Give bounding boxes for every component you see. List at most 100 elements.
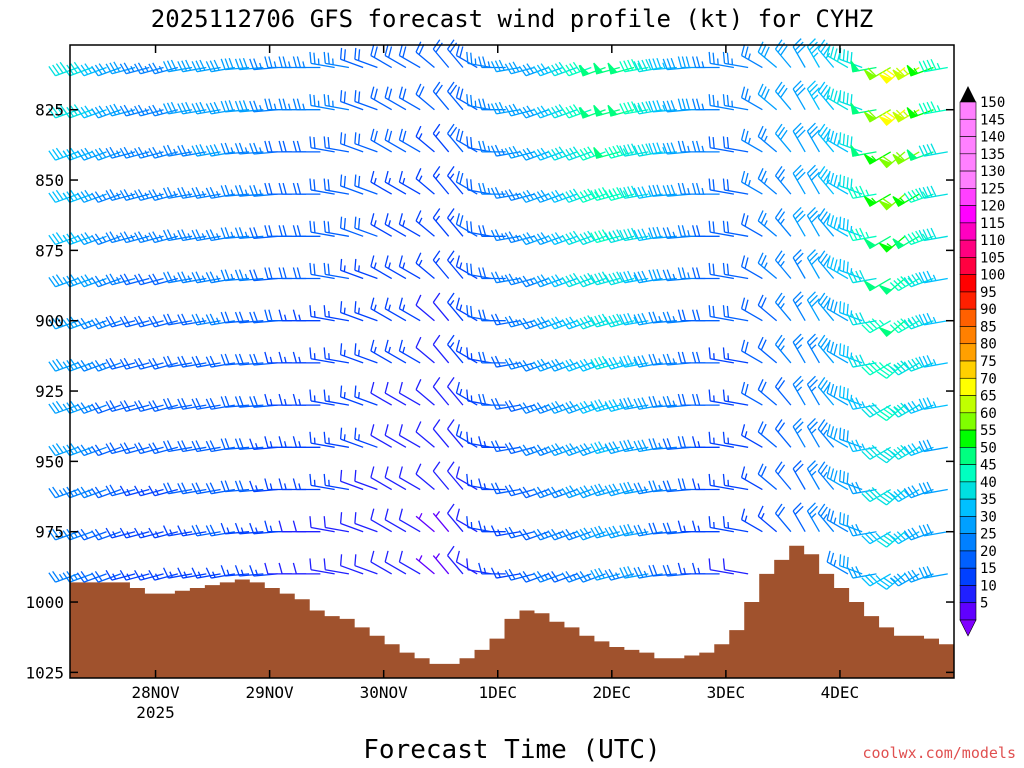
colorbar-swatch (959, 188, 977, 206)
wind-barb (323, 305, 350, 322)
wind-barb (205, 397, 235, 410)
colorbar-label: 10 (980, 578, 997, 594)
colorbar-swatch (959, 360, 977, 379)
wind-barb (648, 184, 677, 197)
wind-barb (903, 230, 934, 246)
wind-barb (134, 357, 164, 370)
wind-barb (292, 309, 321, 322)
wind-barb (134, 569, 164, 581)
wind-barb (292, 182, 321, 195)
wind-barb (191, 144, 221, 157)
wind-barb (309, 516, 335, 533)
wind-barb (309, 431, 335, 448)
wind-barb (249, 58, 278, 71)
wind-barb (677, 140, 706, 153)
wind-barb (708, 51, 734, 69)
wind-barb (354, 258, 378, 280)
wind-barb (292, 351, 321, 364)
wind-barb (191, 482, 221, 495)
wind-barb (354, 469, 378, 491)
wind-barb (604, 441, 635, 455)
wind-barb (148, 569, 178, 581)
wind-barb (466, 94, 492, 111)
wind-barb (774, 376, 792, 406)
colorbar-label: 120 (980, 199, 1005, 215)
wind-barb (105, 231, 136, 244)
wind-barb (757, 463, 778, 491)
wind-barb (162, 101, 193, 115)
wind-barb (339, 47, 364, 69)
x-tick-sublabel: 2025 (136, 703, 175, 722)
wind-barb (398, 44, 421, 69)
colorbar-label: 50 (980, 440, 997, 456)
wind-barb (323, 558, 350, 575)
wind-barb (91, 402, 121, 414)
wind-barb (633, 524, 663, 537)
colorbar-swatch (959, 464, 977, 483)
wind-barb (119, 146, 150, 159)
wind-barb (774, 334, 792, 364)
wind-barb (633, 143, 663, 157)
wind-barb (604, 144, 635, 159)
wind-barb (91, 444, 121, 457)
credit-text[interactable]: coolwx.com/models (862, 744, 1016, 762)
wind-barb (370, 128, 393, 153)
wind-barb (234, 269, 264, 282)
wind-barb (119, 442, 150, 455)
colorbar-label: 65 (980, 389, 997, 405)
wind-barb (398, 339, 421, 364)
wind-barb (398, 424, 421, 448)
wind-barb (708, 347, 734, 364)
wind-barb (903, 357, 934, 372)
wind-barb (205, 144, 235, 157)
wind-barb (806, 206, 820, 237)
wind-barb (220, 438, 250, 451)
wind-barb (792, 460, 806, 490)
wind-barb (826, 339, 849, 364)
wind-barb (398, 213, 421, 237)
plot-frame (69, 44, 955, 679)
wind-barb (740, 508, 763, 533)
wind-barb (447, 292, 464, 322)
wind-barb (105, 61, 136, 75)
wind-barb (191, 186, 221, 199)
wind-barb (162, 567, 193, 579)
x-axis-title: Forecast Time (UTC) (363, 735, 660, 765)
wind-barb (722, 178, 749, 195)
wind-barb (455, 508, 478, 533)
wind-barb (398, 381, 421, 406)
wind-barb (134, 442, 164, 455)
wind-barb (370, 550, 393, 575)
wind-barb (863, 235, 892, 250)
wind-barb (134, 189, 164, 201)
wind-barb (134, 146, 164, 159)
wind-barb (447, 165, 464, 195)
wind-barb (918, 397, 948, 410)
wind-barb (119, 569, 150, 581)
wind-barb (384, 466, 407, 491)
wind-barb (455, 297, 478, 322)
wind-barb (757, 421, 778, 448)
wind-barb (578, 107, 606, 119)
wind-barb (370, 339, 393, 364)
wind-barb (119, 315, 150, 328)
wind-barb (91, 147, 121, 161)
wind-barb (774, 208, 792, 237)
wind-barb (323, 220, 350, 237)
wind-barb (220, 353, 250, 366)
wind-barb (370, 424, 393, 448)
wind-barb (415, 512, 435, 533)
wind-barb (722, 305, 749, 322)
wind-barb (691, 225, 720, 237)
y-tick-label: 975 (35, 523, 64, 542)
wind-barb (177, 355, 207, 368)
wind-barb (575, 443, 606, 457)
wind-barb (619, 355, 649, 368)
wind-barb (708, 558, 734, 575)
wind-barb (722, 473, 749, 491)
wind-barb (648, 268, 677, 282)
wind-barb (708, 94, 734, 111)
wind-barb (398, 170, 421, 195)
wind-barb (757, 125, 778, 153)
